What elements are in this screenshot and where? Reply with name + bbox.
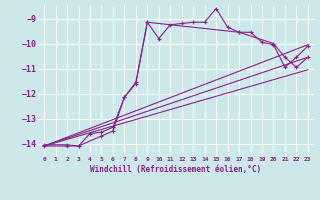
X-axis label: Windchill (Refroidissement éolien,°C): Windchill (Refroidissement éolien,°C) xyxy=(91,165,261,174)
